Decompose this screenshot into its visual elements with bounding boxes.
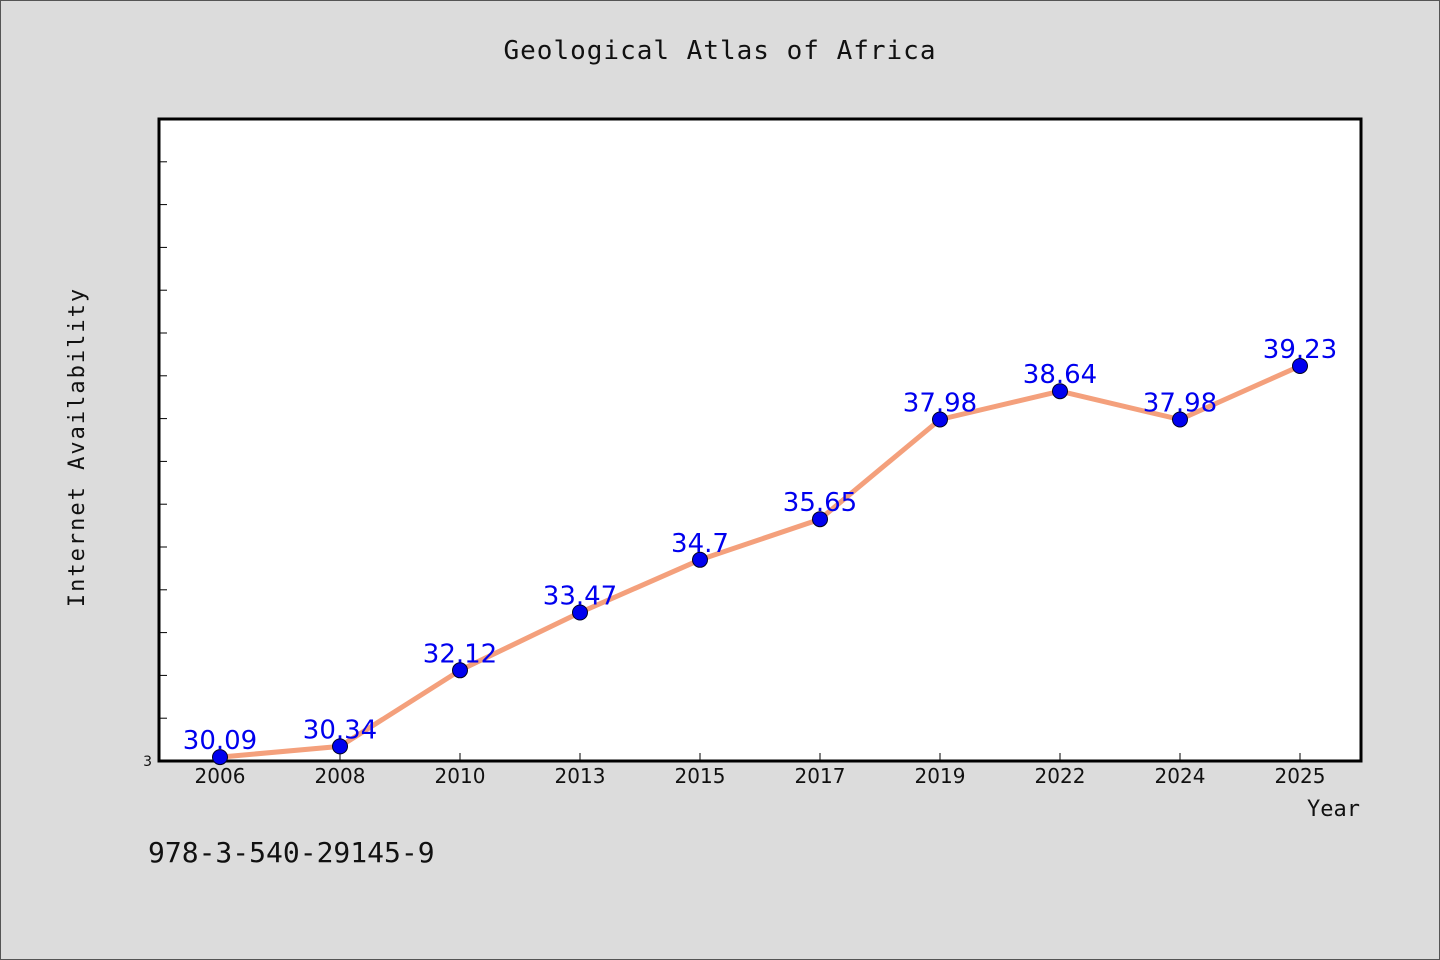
data-point: [332, 738, 348, 755]
footer-code: 978-3-540-29145-9: [148, 836, 435, 869]
data-point: [692, 551, 708, 568]
x-tick-label: 2024: [1155, 764, 1206, 788]
x-axis-label: Year: [1307, 797, 1360, 822]
data-point: [212, 749, 228, 766]
x-tick-label: 2015: [675, 764, 726, 788]
x-axis-ticks: 2006 2008 2010 2013 2015 2017 2019 2022 2024 2025: [195, 753, 1326, 788]
data-point: [1052, 383, 1068, 400]
series-line: [217, 363, 1303, 760]
data-label: 37.98: [903, 389, 977, 419]
data-point: [932, 411, 948, 428]
chart-title: Geological Atlas of Africa: [503, 36, 937, 66]
data-point: [572, 604, 588, 621]
data-markers: [212, 358, 1308, 766]
data-point: [1292, 358, 1308, 374]
x-tick-label: 2006: [195, 764, 246, 788]
data-label: 30.09: [183, 726, 257, 756]
data-label: 37.98: [1143, 389, 1217, 419]
data-label: 30.34: [303, 715, 377, 745]
x-tick-label: 2013: [555, 764, 606, 788]
data-label: 35.65: [783, 488, 857, 518]
y-tick-label: 3: [143, 754, 152, 770]
x-tick-label: 2025: [1275, 764, 1326, 788]
x-tick-label: 2008: [315, 764, 366, 788]
y-axis-label: Internet Availability: [65, 287, 90, 607]
x-tick-label: 2017: [795, 764, 846, 788]
plot-area: [157, 117, 1363, 763]
data-label: 34.7: [671, 529, 729, 559]
data-labels: 30.09 30.34 32.12 33.47 34.7 35.65 37.98 38.64 3…: [183, 335, 1337, 756]
x-tick-label: 2022: [1035, 764, 1086, 788]
data-label: 39.23: [1263, 335, 1337, 365]
x-tick-label: 2010: [435, 764, 486, 788]
data-label: 38.64: [1023, 360, 1097, 390]
data-point: [1172, 411, 1188, 428]
data-label: 33.47: [543, 582, 617, 612]
data-point: [812, 511, 828, 528]
y-axis-ticks: 3: [143, 161, 167, 770]
x-tick-label: 2019: [915, 764, 966, 788]
data-point: [452, 662, 468, 679]
data-label: 32.12: [423, 639, 497, 669]
